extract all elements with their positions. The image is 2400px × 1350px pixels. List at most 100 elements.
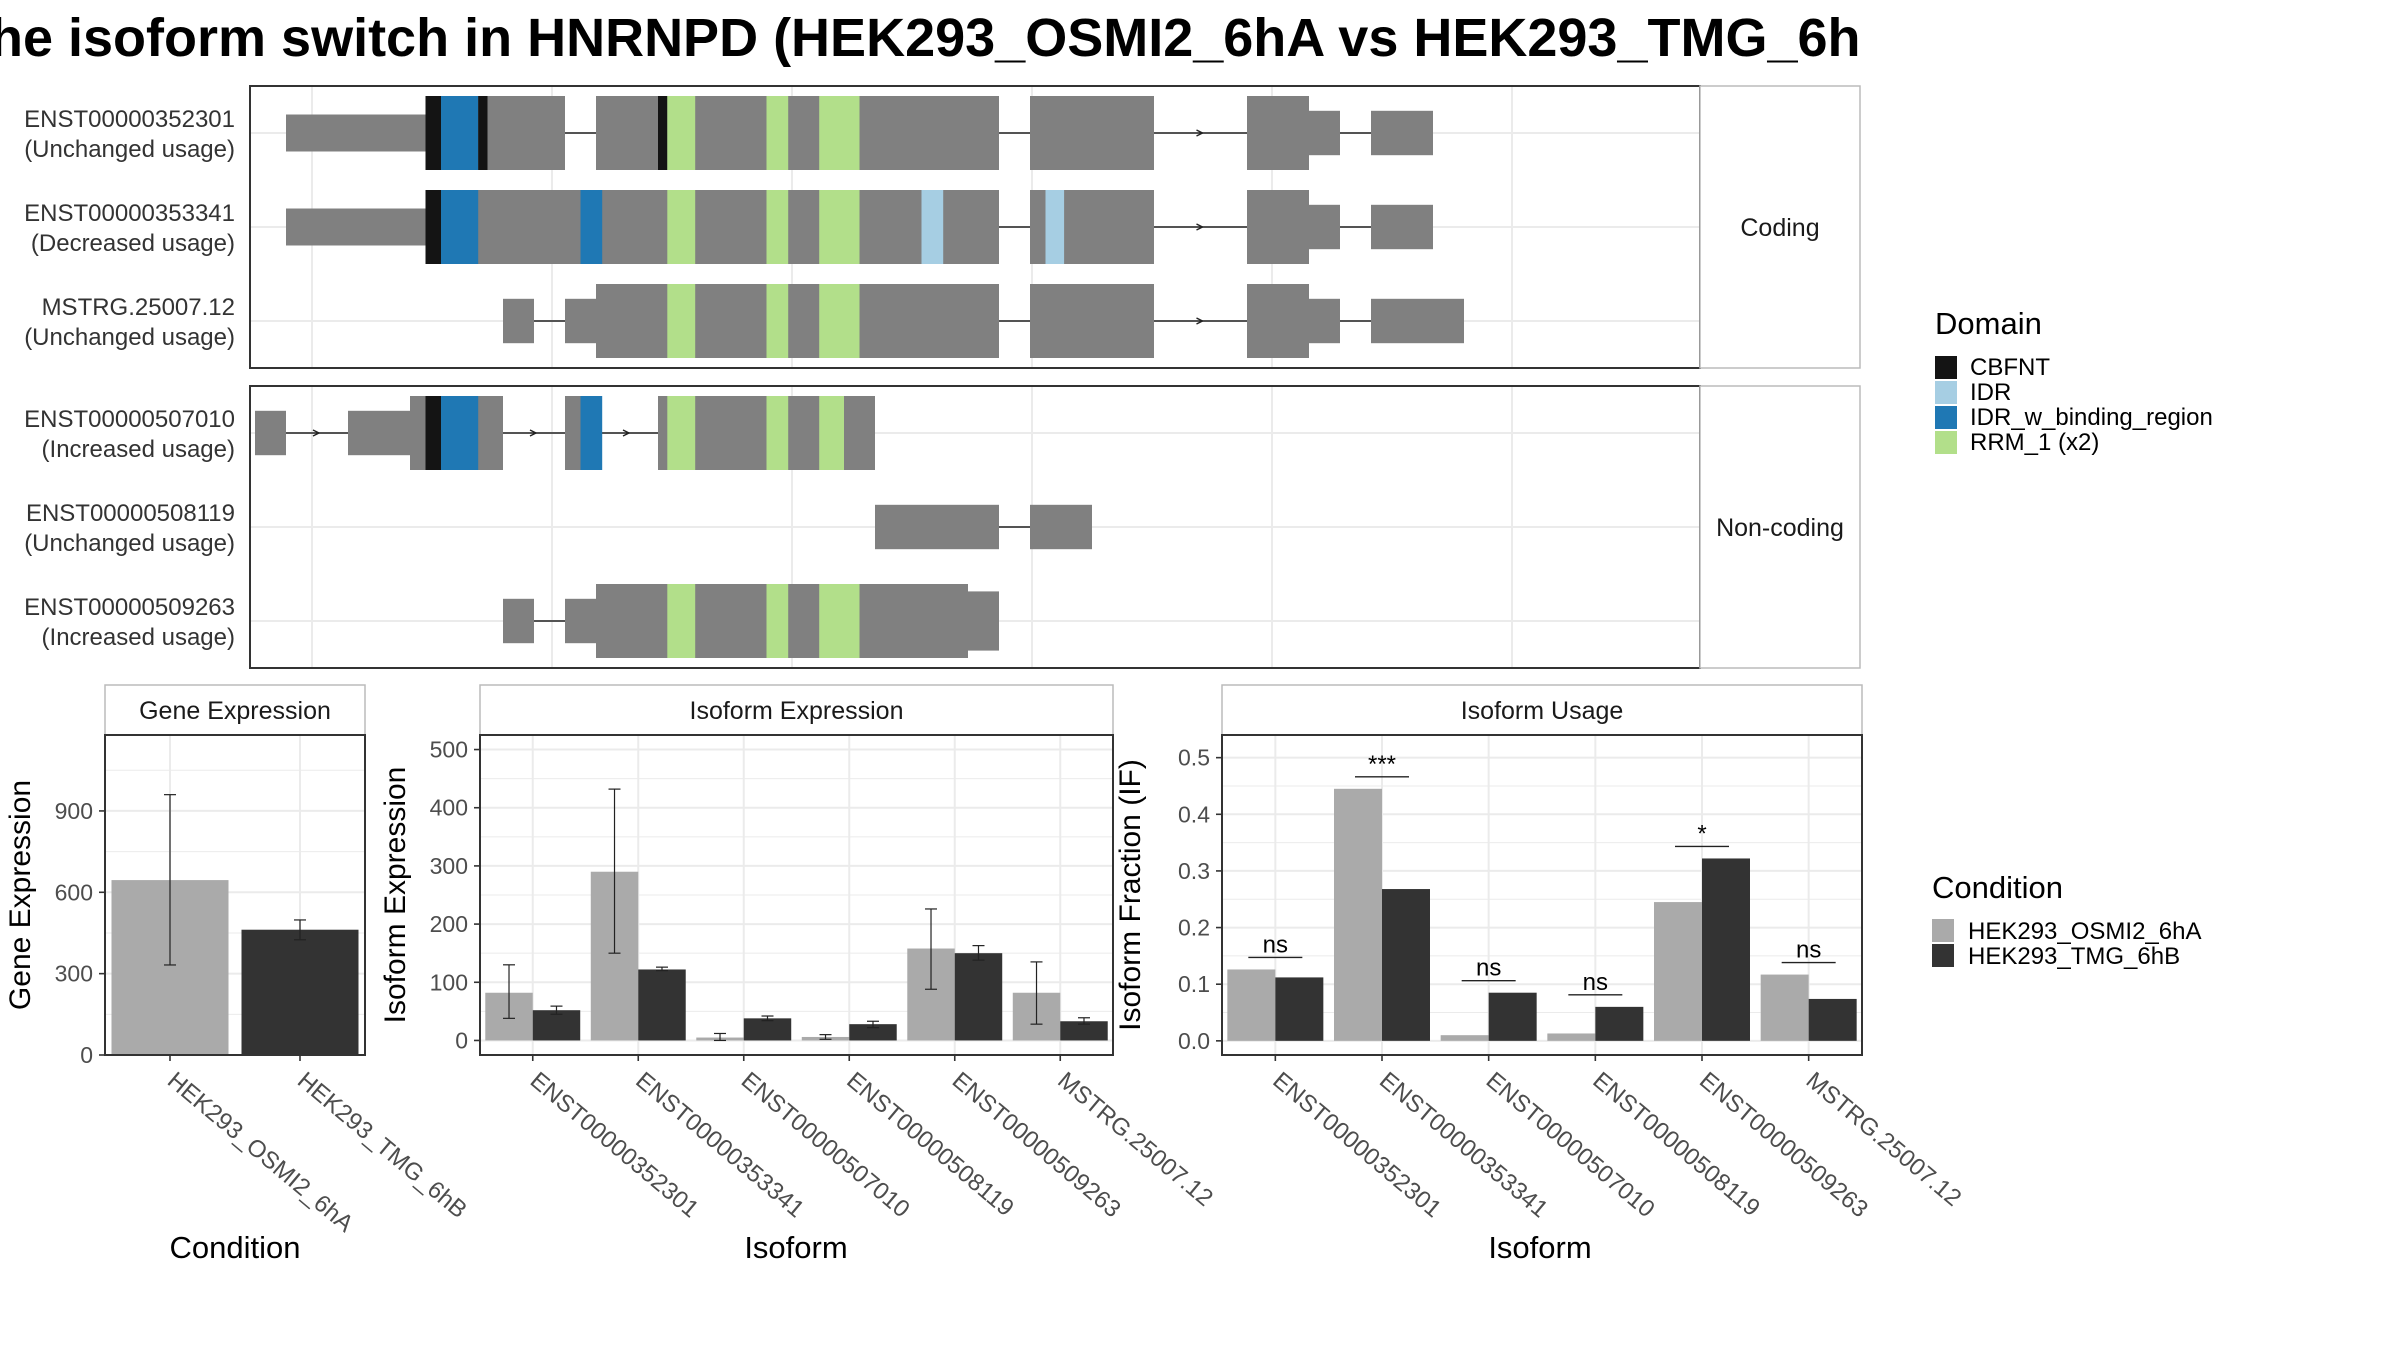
- plot-title: Isoform Expression: [690, 697, 904, 725]
- bar: [1488, 992, 1537, 1041]
- exon-block: [596, 284, 658, 358]
- domain-block: [921, 190, 944, 264]
- y-tick-label: 0: [455, 1027, 468, 1053]
- transcript-id: ENST00000353341: [24, 200, 235, 227]
- legend-key: [1935, 381, 1957, 404]
- domain-block: [667, 96, 696, 170]
- exon-block: [565, 598, 596, 644]
- bar: [743, 1018, 792, 1041]
- y-tick-label: 0.5: [1178, 745, 1210, 771]
- bar: [1702, 858, 1750, 1041]
- legend-label: HEK293_TMG_6hB: [1968, 943, 2180, 970]
- intron-arrow: [312, 429, 321, 437]
- facet-strip-label: Non-coding: [1716, 514, 1844, 542]
- exon-block: [906, 584, 968, 658]
- domain-block: [667, 190, 696, 264]
- facet-strip: [1699, 385, 1861, 669]
- exon-block: [255, 410, 286, 456]
- domain-block: [667, 284, 696, 358]
- legend-key: [1932, 944, 1954, 967]
- exon-block: [565, 298, 596, 344]
- significance-label: ns: [1476, 955, 1501, 982]
- bar: [1382, 889, 1430, 1041]
- domain-block: [667, 584, 696, 658]
- domain-block: [819, 96, 860, 170]
- exon-block: [1247, 96, 1309, 170]
- exon-block: [596, 190, 658, 264]
- y-tick-label: 100: [430, 969, 468, 995]
- transcript-usage: (Increased usage): [42, 624, 235, 651]
- domain-block: [667, 396, 696, 470]
- bar: [1440, 1035, 1489, 1041]
- domain-block: [766, 96, 789, 170]
- exon-block: [968, 284, 999, 358]
- domain-block: [580, 396, 603, 470]
- bar: [1654, 902, 1702, 1041]
- domain-block: [819, 190, 860, 264]
- exon-block: [503, 598, 534, 644]
- legend-label: IDR: [1970, 379, 2011, 406]
- bar: [849, 1024, 897, 1041]
- transcript-usage: (Decreased usage): [31, 230, 235, 257]
- exon-block: [1309, 204, 1340, 250]
- exon-block: [1030, 504, 1092, 550]
- transcript-id: ENST00000508119: [26, 500, 235, 527]
- significance-label: ns: [1263, 931, 1288, 958]
- exon-block: [1092, 190, 1154, 264]
- y-tick-label: 0: [80, 1042, 93, 1068]
- plot-title: Gene Expression: [139, 697, 331, 725]
- bar: [532, 1010, 581, 1041]
- y-tick-label: 300: [55, 961, 93, 987]
- domain-legend: Domain CBFNTIDRIDR_w_binding_regionRRM_1 …: [1935, 306, 2213, 456]
- exon-block: [286, 208, 441, 246]
- transcript-id: ENST00000352301: [24, 106, 235, 133]
- domain-block: [425, 96, 441, 170]
- exon-block: [906, 96, 968, 170]
- facet-strip: [1699, 85, 1861, 369]
- exon-block: [503, 190, 565, 264]
- intron-arrow: [622, 429, 631, 437]
- exon-block: [503, 298, 534, 344]
- y-tick-label: 600: [55, 879, 93, 905]
- domain-block: [441, 190, 479, 264]
- exon-block: [1309, 298, 1340, 344]
- isoform-usage-plot: Isoform Usage ns *** ns ns * ns 0.0 0.1 0.2 0.3 0.4…: [1114, 684, 1966, 1265]
- exon-block: [596, 584, 658, 658]
- exon-block: [1030, 284, 1092, 358]
- domain-block: [425, 396, 441, 470]
- x-axis-title: Condition: [170, 1230, 301, 1265]
- domain-block: [766, 584, 789, 658]
- bar: [1060, 1021, 1108, 1041]
- domain-block: [766, 284, 789, 358]
- y-tick-label: 900: [55, 798, 93, 824]
- domain-block: [441, 396, 479, 470]
- exon-block: [1030, 96, 1092, 170]
- y-axis-title: Gene Expression: [4, 780, 37, 1010]
- exon-block: [1092, 96, 1154, 170]
- exon-block: [286, 114, 441, 152]
- exon-block: [1247, 190, 1309, 264]
- facet-strip: [1221, 684, 1863, 736]
- legend-key: [1932, 919, 1954, 942]
- x-axis-title: Isoform: [744, 1230, 847, 1265]
- significance-label: *: [1697, 820, 1706, 847]
- x-axis-title: Isoform: [1488, 1230, 1591, 1265]
- y-tick-label: 0.0: [1178, 1028, 1210, 1054]
- y-tick-label: 500: [430, 737, 468, 763]
- exon-block: [596, 96, 658, 170]
- plot-border: [1221, 734, 1863, 1056]
- plot-bg: [1222, 735, 1862, 1055]
- exon-block: [1371, 110, 1433, 156]
- bar: [954, 953, 1003, 1041]
- plot-title: Isoform Usage: [1461, 697, 1624, 725]
- legend-key: [1935, 406, 1957, 429]
- bar: [1595, 1006, 1644, 1041]
- exon-block: [503, 96, 565, 170]
- legend-title: Domain: [1935, 306, 2042, 341]
- domain-block: [580, 190, 603, 264]
- intron-arrow: [529, 429, 538, 437]
- domain-block: [658, 96, 668, 170]
- legend-label: HEK293_OSMI2_6hA: [1968, 918, 2201, 945]
- domain-block: [441, 96, 479, 170]
